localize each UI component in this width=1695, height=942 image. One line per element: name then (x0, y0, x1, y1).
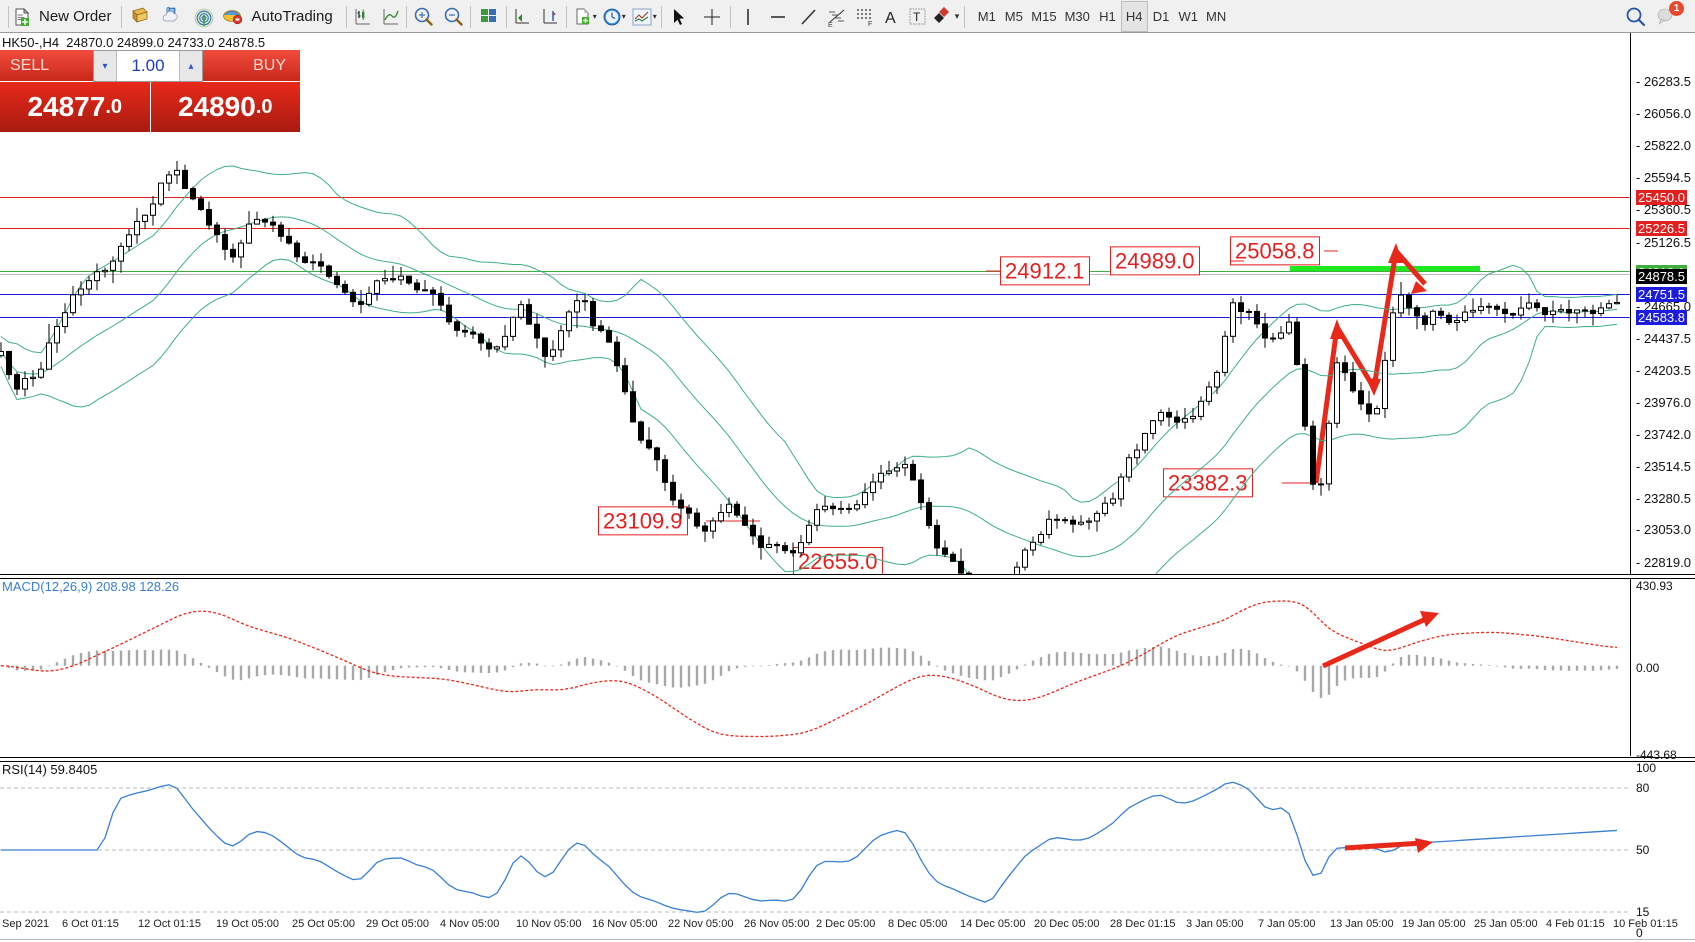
svg-text:F: F (868, 21, 872, 28)
svg-text:E: E (828, 22, 833, 28)
svg-text:T: T (913, 10, 921, 24)
svg-text:A: A (885, 10, 896, 27)
